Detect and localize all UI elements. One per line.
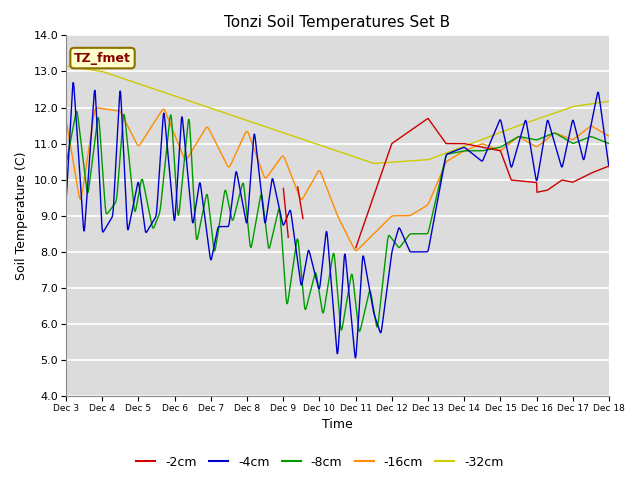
-2cm [493,147,500,153]
-16cm [93,105,101,111]
Legend: -2cm, -4cm, -8cm, -16cm, -32cm: -2cm, -4cm, -8cm, -16cm, -32cm [131,451,509,474]
-2cm [422,117,429,123]
-16cm [170,130,178,136]
Line: -32cm: -32cm [66,66,609,163]
-8cm [183,128,191,134]
-4cm [183,165,191,170]
-4cm [493,123,501,129]
X-axis label: Time: Time [322,419,353,432]
-4cm [244,212,252,217]
Text: TZ_fmet: TZ_fmet [74,51,131,65]
-4cm [605,164,613,169]
-4cm [541,129,549,134]
-8cm [605,141,613,146]
-32cm [170,93,177,98]
-16cm [493,147,501,153]
-4cm [170,216,178,221]
-32cm [605,98,613,104]
-2cm [605,163,613,169]
-4cm [69,80,77,85]
-8cm [62,160,70,166]
-32cm [244,118,252,123]
-16cm [422,203,430,209]
Line: -4cm: -4cm [66,83,609,358]
-32cm [183,97,191,103]
-32cm [541,113,548,119]
-8cm [73,108,81,114]
-2cm [541,188,548,193]
Y-axis label: Soil Temperature (C): Soil Temperature (C) [15,152,28,280]
-4cm [351,355,359,361]
-8cm [422,231,430,237]
-8cm [356,328,364,334]
-16cm [244,130,252,135]
Line: -16cm: -16cm [66,108,609,251]
-32cm [493,131,501,137]
Line: -8cm: -8cm [66,111,609,331]
-16cm [62,120,70,126]
-32cm [62,63,70,69]
-8cm [541,133,549,139]
-32cm [370,160,378,166]
-4cm [62,197,70,203]
Line: -2cm: -2cm [284,119,609,248]
-16cm [183,156,191,162]
-8cm [170,152,178,157]
-16cm [605,133,613,139]
-16cm [353,248,360,253]
Title: Tonzi Soil Temperatures Set B: Tonzi Soil Temperatures Set B [225,15,451,30]
-4cm [422,249,430,255]
-8cm [244,222,252,228]
-8cm [493,145,501,151]
-16cm [541,137,549,143]
-32cm [422,157,430,163]
